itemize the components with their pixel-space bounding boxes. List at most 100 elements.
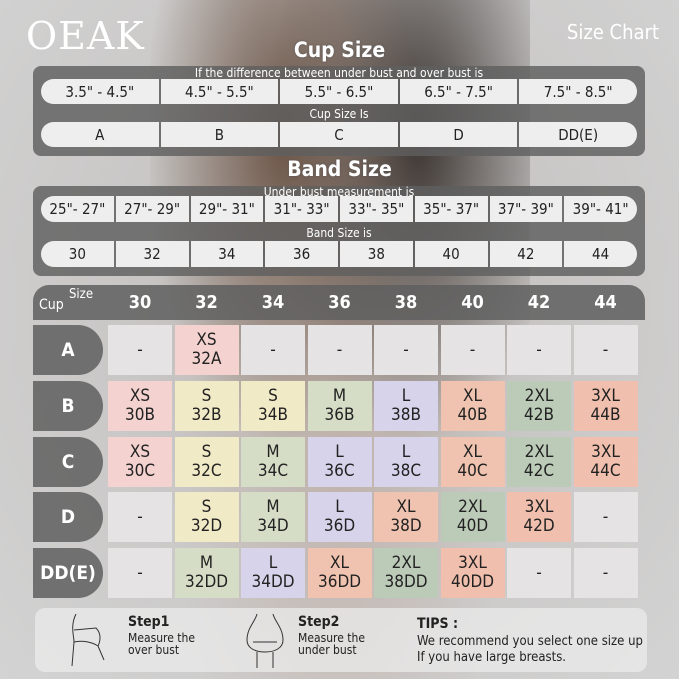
bra-size-label: 34D <box>257 516 289 537</box>
column-header-42: 42 <box>527 292 551 313</box>
band-ranges-row: 25"- 27" 27"- 29" 29"- 31" 31"- 33" 33"- 35"… <box>41 196 637 222</box>
size-label: 3XL <box>458 553 487 574</box>
bra-size-label: 38D <box>390 516 422 537</box>
band-value-cell: 38 <box>340 241 413 267</box>
size-label: - <box>602 562 609 583</box>
size-cell: XL 38D <box>374 492 438 543</box>
size-cell: - <box>507 548 571 599</box>
size-cell: - <box>374 325 438 375</box>
row-label-D: D <box>33 492 103 543</box>
band-value-cell: 44 <box>564 241 637 267</box>
size-cell: - <box>241 325 305 375</box>
bra-size-label: 42B <box>524 404 554 425</box>
size-label: 2XL <box>458 497 487 518</box>
brand-logo: OEAK <box>26 14 145 58</box>
bra-size-label: 34B <box>258 404 288 425</box>
band-size-table: Under bust measurement is 25"- 27" 27"- 2… <box>33 185 645 276</box>
band-range-cell: 29"- 31" <box>190 196 264 222</box>
size-label: XS <box>196 330 217 350</box>
cup-ranges-row: 3.5" - 4.5" 4.5" - 5.5" 5.5" - 6.5" 6.5" - … <box>41 79 637 104</box>
size-label: L <box>401 441 411 462</box>
bra-size-label: 32C <box>191 460 222 481</box>
bra-size-label: 34C <box>257 460 289 481</box>
size-cell: S 34B <box>241 380 305 431</box>
size-label: - <box>536 562 542 583</box>
size-label: L <box>335 497 344 518</box>
bra-size-label: 42C <box>523 460 555 481</box>
size-label: S <box>201 497 212 518</box>
size-cell: XS 30B <box>108 380 172 431</box>
size-cell: 3XL 44C <box>573 436 638 487</box>
bra-size-label: 32DD <box>184 572 228 593</box>
size-cell: L 36C <box>307 436 372 487</box>
size-cell: M 32DD <box>174 548 239 599</box>
size-label: XL <box>330 553 349 574</box>
band-value-cell: 40 <box>414 241 488 267</box>
size-label: XS <box>129 441 151 462</box>
bra-size-label: 40C <box>457 460 488 481</box>
size-label: - <box>403 339 409 360</box>
size-label: XL <box>463 441 482 462</box>
size-cell: - <box>108 325 172 375</box>
size-label: - <box>336 339 343 360</box>
bra-size-label: 36B <box>324 404 355 425</box>
step1-text: Measure the over bust <box>128 631 196 657</box>
row-label-DD(E): DD(E) <box>33 548 103 599</box>
band-range-cell: 27"- 29" <box>115 196 189 222</box>
bra-size-label: 34DD <box>251 572 295 593</box>
cup-range-cell: 6.5" - 7.5" <box>399 79 518 104</box>
measurement-tips: Step1 Measure the over bust Step2 Measure … <box>35 608 647 672</box>
step2-text: Measure the under bust <box>298 631 366 657</box>
bra-size-label: 40B <box>457 404 488 425</box>
size-label: S <box>201 385 212 406</box>
bra-size-label: 44B <box>590 404 621 425</box>
cup-value-cell: C <box>280 122 398 147</box>
size-label: - <box>602 339 609 360</box>
size-label: 2XL <box>524 441 554 462</box>
bra-size-label: 38B <box>391 404 421 425</box>
bra-size-label: 38DD <box>384 572 428 593</box>
size-cell: M 36B <box>307 380 372 431</box>
size-label: Size <box>69 287 94 302</box>
column-header-30: 30 <box>128 292 152 313</box>
row-label-B: B <box>33 380 103 431</box>
band-value-cell: 34 <box>190 241 264 267</box>
size-cell: - <box>573 548 638 599</box>
cup-range-cell: 4.5" - 5.5" <box>160 79 279 104</box>
size-cell: 2XL 42B <box>507 380 571 431</box>
band-value-cell: 42 <box>489 241 563 267</box>
cup-result-caption: Cup Size Is <box>309 107 369 121</box>
band-range-cell: 33"- 35" <box>340 196 413 222</box>
size-cell: L 38B <box>374 380 438 431</box>
size-cell: 3XL 44B <box>573 380 638 431</box>
bra-size-label: 30C <box>124 460 156 481</box>
bra-size-label: 36C <box>324 460 355 481</box>
size-cell: - <box>440 325 505 375</box>
size-cell: L 38C <box>374 436 438 487</box>
size-cell: 2XL 40D <box>440 492 505 543</box>
cup-value-cell: DD(E) <box>519 122 637 147</box>
size-cell: 2XL 42C <box>507 436 571 487</box>
size-label: L <box>401 385 411 406</box>
band-value-cell: 36 <box>265 241 338 267</box>
size-label: 3XL <box>524 497 554 518</box>
band-caption: Under bust measurement is <box>263 185 415 199</box>
cup-label: Cup <box>39 297 64 313</box>
size-label: - <box>137 506 143 527</box>
size-cell: 2XL 38DD <box>374 548 438 599</box>
size-label: 3XL <box>591 385 620 406</box>
size-cell: L 34DD <box>241 548 305 599</box>
band-result-caption: Band Size is <box>306 226 372 240</box>
size-cell: XS 30C <box>108 436 172 487</box>
size-label: M <box>332 385 347 406</box>
bra-size-label: 40DD <box>450 572 494 593</box>
size-cell: XL 36DD <box>307 548 372 599</box>
cup-range-cell: 7.5" - 8.5" <box>519 79 637 104</box>
bra-size-label: 30B <box>125 404 155 425</box>
size-cell: S 32B <box>174 380 239 431</box>
size-label: M <box>199 553 214 574</box>
size-cell: - <box>307 325 372 375</box>
cup-value-cell: A <box>41 122 159 147</box>
cup-caption: If the difference between under bust and… <box>194 66 484 80</box>
size-label: 3XL <box>591 441 620 462</box>
